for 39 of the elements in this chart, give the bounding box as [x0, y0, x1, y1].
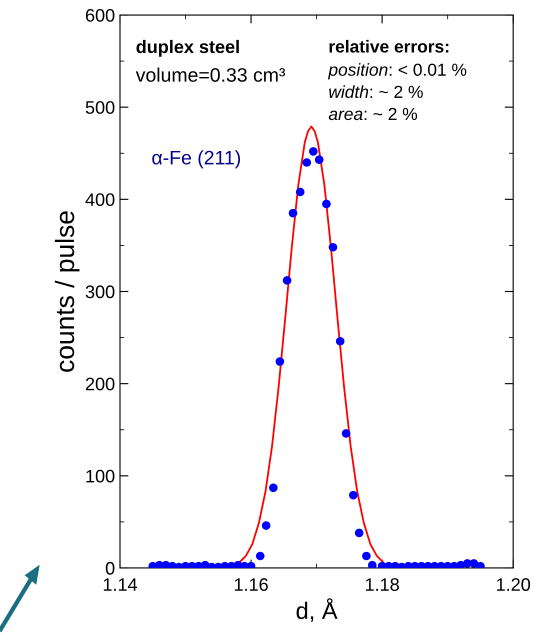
point	[354, 528, 364, 538]
annotation: position: < 0.01 %	[328, 63, 466, 80]
y-tick-label: 300	[86, 285, 114, 298]
text: α-Fe (211)	[152, 150, 240, 168]
annotation: area: ~ 2 %	[328, 108, 418, 120]
point	[470, 559, 478, 568]
point	[309, 147, 318, 156]
x-tick-label: 1.16	[234, 578, 268, 591]
x-tick-label: 1.18	[366, 578, 399, 591]
y-tick-label: 200	[86, 378, 114, 390]
annotation: width: ~ 2 %	[329, 85, 423, 98]
point	[282, 276, 292, 285]
annotation: volume=0.33 cm³	[136, 68, 286, 82]
point	[269, 484, 278, 492]
point	[368, 560, 377, 568]
y-tick-label: 100	[86, 470, 114, 483]
point	[288, 208, 298, 218]
point	[302, 158, 312, 167]
x-tick-label: 1.14	[104, 578, 138, 591]
point	[349, 490, 358, 500]
point	[276, 357, 284, 366]
y-tick-label: 400	[85, 193, 114, 206]
annotation: relative errors:	[330, 40, 448, 53]
point	[256, 552, 265, 560]
x-axis-title: d, Å	[296, 598, 338, 622]
point	[262, 521, 270, 530]
point	[296, 188, 304, 196]
point	[362, 552, 371, 560]
y-tick-label: 0	[106, 562, 114, 575]
point	[336, 336, 344, 346]
annotation: duplex steel	[136, 40, 239, 57]
y-axis-title: counts / pulse	[54, 211, 80, 372]
point	[322, 200, 331, 208]
y-tick-label: 500	[86, 101, 114, 114]
x-tick-label: 1.20	[496, 578, 530, 591]
point	[314, 155, 324, 164]
point	[328, 242, 338, 252]
y-tick-label: 600	[86, 8, 114, 22]
point	[342, 429, 350, 438]
